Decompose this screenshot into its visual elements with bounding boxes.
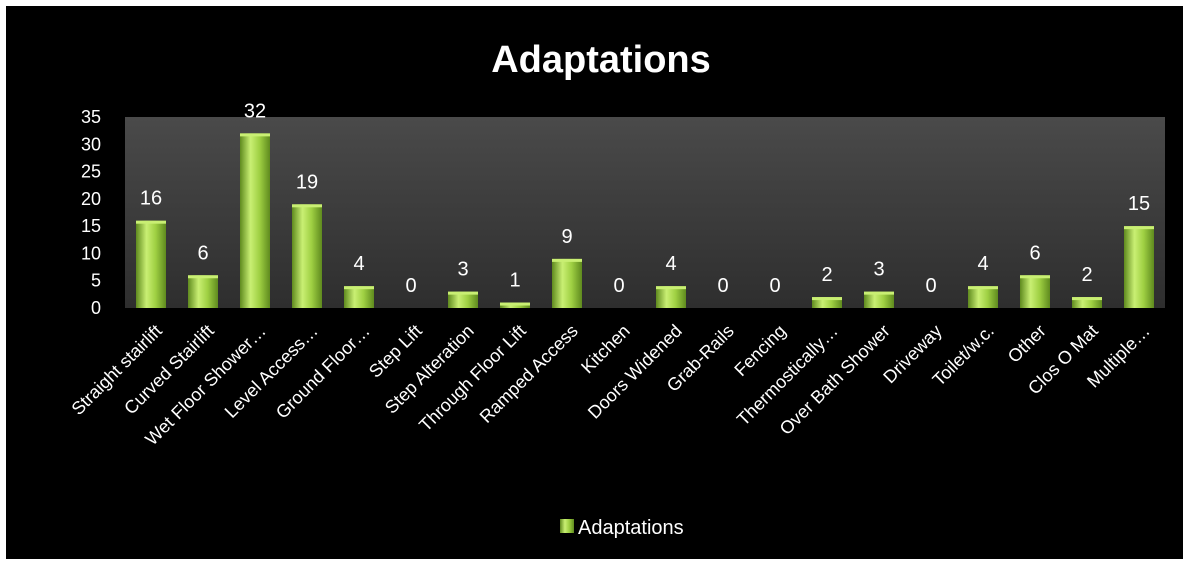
- bar: [1072, 297, 1102, 308]
- bar-top: [188, 275, 218, 279]
- data-label: 6: [197, 242, 208, 264]
- bar-top: [864, 291, 894, 295]
- y-tick-label: 25: [81, 162, 101, 182]
- chart-frame: Adaptations 0 5 10 15 20 25 30 35 16 6 32 19 4 0 3 1 9 0…: [6, 6, 1183, 559]
- y-tick-label: 15: [81, 216, 101, 236]
- data-label: 19: [296, 171, 318, 193]
- x-tick-label: Ground Floor…: [272, 321, 374, 423]
- bar: [1020, 275, 1050, 308]
- bar: [240, 133, 270, 308]
- x-tick-label: Straight stairlift: [68, 321, 166, 419]
- x-tick-label: Other: [1004, 321, 1050, 367]
- bar-top: [344, 286, 374, 290]
- data-label: 4: [353, 253, 364, 275]
- data-label: 3: [873, 259, 884, 281]
- bar-top: [656, 286, 686, 290]
- y-tick-label: 35: [81, 107, 101, 127]
- bar-top: [552, 258, 582, 262]
- data-label: 4: [977, 253, 988, 275]
- y-tick-label: 30: [81, 134, 101, 154]
- data-label: 3: [457, 259, 468, 281]
- bars-group: [136, 133, 1154, 308]
- plot-area: [125, 117, 1165, 308]
- bar-top: [500, 302, 530, 306]
- data-label: 15: [1128, 193, 1150, 215]
- data-label: 0: [769, 275, 780, 297]
- bar: [812, 297, 842, 308]
- bar: [292, 204, 322, 308]
- data-label: 0: [405, 275, 416, 297]
- bar-top: [1020, 275, 1050, 279]
- bar: [968, 286, 998, 308]
- bar-top: [240, 133, 270, 137]
- data-label: 6: [1029, 242, 1040, 264]
- bar: [656, 286, 686, 308]
- x-tick-label: Level Access…: [221, 321, 322, 422]
- legend-swatch: [560, 519, 574, 533]
- bar-top: [292, 204, 322, 208]
- x-tick-label: Ramped Access: [476, 321, 582, 427]
- bar: [344, 286, 374, 308]
- data-label: 32: [244, 100, 266, 122]
- data-label: 2: [1081, 264, 1092, 286]
- bar-top: [1072, 297, 1102, 301]
- bar: [448, 291, 478, 308]
- legend-label: Adaptations: [578, 517, 684, 539]
- data-label: 0: [925, 275, 936, 297]
- bar: [864, 291, 894, 308]
- data-label: 1: [509, 270, 520, 292]
- bar: [136, 220, 166, 308]
- y-tick-label: 0: [91, 298, 101, 318]
- bar: [1124, 226, 1154, 308]
- data-label: 16: [140, 188, 162, 210]
- y-tick-label: 20: [81, 189, 101, 209]
- bar-top: [136, 220, 166, 224]
- y-axis: 0 5 10 15 20 25 30 35: [81, 107, 101, 318]
- legend: Adaptations: [560, 517, 684, 539]
- bar: [188, 275, 218, 308]
- data-label: 0: [717, 275, 728, 297]
- data-label: 2: [821, 264, 832, 286]
- bar: [552, 258, 582, 308]
- x-tick-label: Curved Stairlift: [120, 321, 218, 419]
- y-tick-label: 10: [81, 243, 101, 263]
- data-label: 4: [665, 253, 676, 275]
- x-tick-label: Doors Widened: [584, 321, 686, 423]
- x-tick-label: Step Alteration: [381, 321, 478, 418]
- bar-top: [1124, 226, 1154, 230]
- bar-top: [812, 297, 842, 301]
- data-label: 0: [613, 275, 624, 297]
- data-label: 9: [561, 226, 572, 248]
- y-tick-label: 5: [91, 271, 101, 291]
- bar-top: [968, 286, 998, 290]
- bar-top: [448, 291, 478, 295]
- chart-title: Adaptations: [491, 39, 711, 81]
